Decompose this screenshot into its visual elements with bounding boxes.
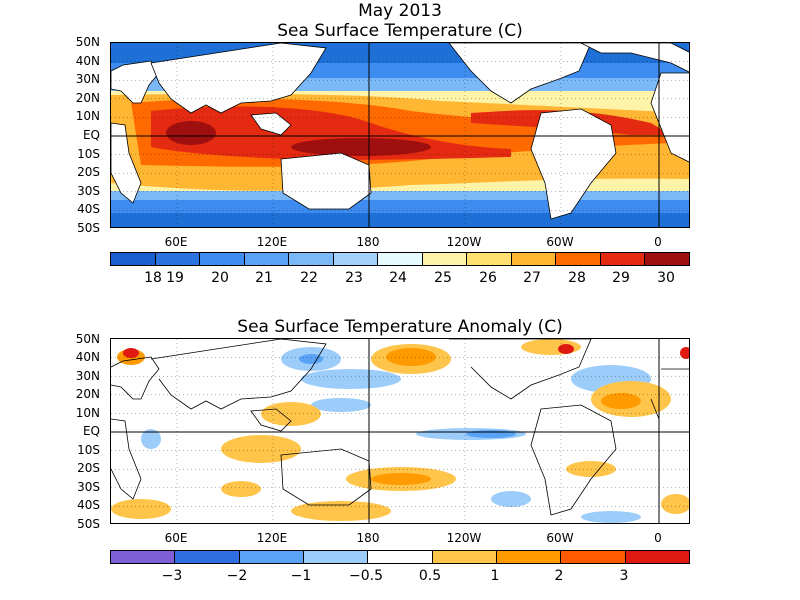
lat-label: 40S (77, 202, 100, 216)
colorbar-swatch (556, 253, 601, 265)
colorbar-label: −2 (226, 568, 248, 584)
colorbar-label: 22 (300, 270, 318, 286)
colorbar-swatch (511, 253, 557, 265)
lat-label: 40S (77, 498, 100, 512)
lon-label: 60E (164, 235, 188, 249)
lon-label: 120E (256, 235, 288, 249)
colorbar-swatch (111, 253, 156, 265)
colorbar-label: −1 (290, 568, 312, 584)
colorbar-swatch (333, 253, 379, 265)
lat-label: 30S (77, 184, 100, 198)
colorbar-swatch (561, 551, 626, 563)
colorbar-swatch (111, 551, 176, 563)
anomaly-title: Sea Surface Temperature Anomaly (C) (237, 317, 563, 337)
colorbar-label: 0.5 (418, 568, 442, 584)
lat-label: 40N (75, 350, 100, 364)
sst-map-svg (111, 43, 689, 227)
colorbar-swatch (244, 253, 290, 265)
lat-label: 10S (77, 147, 100, 161)
colorbar-label: 27 (523, 270, 541, 286)
lat-label: 50S (77, 221, 100, 235)
colorbar-label: 19 (166, 270, 184, 286)
lon-label: 60W (546, 235, 574, 249)
lon-label: 180 (356, 531, 380, 545)
colorbar-label: 23 (345, 270, 363, 286)
lat-label: 40N (75, 54, 100, 68)
colorbar-swatch (645, 253, 689, 265)
lat-label: 20S (77, 165, 100, 179)
lat-label: 20N (75, 387, 100, 401)
lon-label: 60E (164, 531, 188, 545)
lat-label: EQ (82, 128, 100, 142)
colorbar-label: 21 (255, 270, 273, 286)
colorbar-label: 20 (211, 270, 229, 286)
colorbar-label: 1 (490, 568, 500, 584)
colorbar-swatch (432, 551, 497, 563)
colorbar-label: 29 (612, 270, 630, 286)
colorbar-swatch (289, 253, 334, 265)
lat-label: EQ (82, 424, 100, 438)
sst-title: Sea Surface Temperature (C) (277, 21, 523, 41)
colorbar-label: −0.5 (349, 568, 383, 584)
colorbar-swatch (303, 551, 369, 563)
colorbar-label: 18 (144, 270, 162, 286)
colorbar-label: 24 (389, 270, 407, 286)
lon-label: 0 (654, 235, 662, 249)
colorbar-swatch (239, 551, 304, 563)
lon-label: 60W (546, 531, 574, 545)
lat-label: 10S (77, 443, 100, 457)
lat-label: 20S (77, 461, 100, 475)
colorbar-swatch (368, 551, 433, 563)
colorbar-swatch (378, 253, 423, 265)
sst-map (110, 42, 690, 228)
sst-colorbar (110, 252, 690, 266)
colorbar-label: 30 (657, 270, 675, 286)
colorbar-swatch (625, 551, 689, 563)
lat-label: 10N (75, 406, 100, 420)
lon-label: 120W (446, 531, 482, 545)
lat-label: 50S (77, 517, 100, 531)
lat-label: 20N (75, 91, 100, 105)
lat-label: 30N (75, 72, 100, 86)
anomaly-map (110, 338, 690, 524)
month-title: May 2013 (358, 1, 442, 21)
lon-label: 120W (446, 235, 482, 249)
anomaly-map-svg (111, 339, 689, 523)
lon-label: 180 (356, 235, 380, 249)
colorbar-swatch (600, 253, 646, 265)
colorbar-label: 26 (479, 270, 497, 286)
lon-label: 0 (654, 531, 662, 545)
lat-label: 10N (75, 109, 100, 123)
lon-label: 120E (256, 531, 288, 545)
colorbar-swatch (200, 253, 245, 265)
lat-label: 50N (75, 332, 100, 346)
lat-label: 30N (75, 369, 100, 383)
lat-label: 50N (75, 35, 100, 49)
colorbar-swatch (422, 253, 468, 265)
colorbar-swatch (175, 551, 240, 563)
colorbar-swatch (496, 551, 562, 563)
colorbar-label: 28 (568, 270, 586, 286)
colorbar-label: 25 (434, 270, 452, 286)
colorbar-label: −3 (161, 568, 183, 584)
colorbar-label: 3 (619, 568, 629, 584)
colorbar-swatch (467, 253, 512, 265)
colorbar-swatch (155, 253, 201, 265)
lat-label: 30S (77, 480, 100, 494)
anomaly-colorbar (110, 550, 690, 564)
colorbar-label: 2 (554, 568, 564, 584)
